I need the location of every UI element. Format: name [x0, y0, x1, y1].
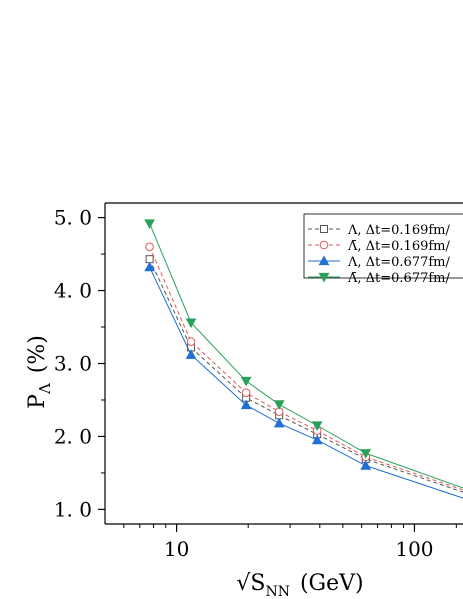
y-axis-title-main: P	[25, 394, 50, 409]
x-tick-label: 10	[164, 537, 189, 561]
series-layer	[144, 219, 463, 499]
legend: Λ, Δt=0.169fm/Λ̄, Δt=0.169fm/Λ, Δt=0.677…	[303, 213, 463, 286]
svg-text:PΛ(%): PΛ (%)	[25, 335, 54, 409]
series-2-point	[186, 337, 196, 346]
legend-marker-2	[319, 240, 329, 250]
legend-marker-4	[318, 272, 330, 283]
y-tick-label: 5. 0	[54, 206, 92, 230]
series-3-point	[185, 349, 197, 359]
ticks-layer: 1. 0 2. 0 3. 0 4. 0 5. 0 10 100	[54, 206, 457, 561]
series-4-point	[311, 421, 323, 432]
legend-marker-1	[320, 225, 328, 233]
x-axis-title-sub: NN	[265, 584, 290, 599]
series-3-point	[273, 417, 285, 428]
y-tick-label: 2. 0	[54, 424, 92, 448]
legend-label-4: Λ̄, Δt=0.677fm/	[347, 271, 451, 286]
x-tick-label: 100	[395, 537, 433, 561]
series-4-point	[360, 449, 372, 459]
legend-label-1: Λ, Δt=0.169fm/	[347, 223, 451, 238]
series-3-line	[149, 266, 463, 499]
series-3-point	[360, 460, 372, 470]
series-2-point	[145, 242, 154, 252]
series-1-line	[149, 258, 463, 493]
x-axis-title-unit: (GeV)	[300, 571, 364, 596]
series-4-point	[240, 376, 252, 387]
legend-label-2: Λ̄, Δt=0.169fm/	[347, 239, 451, 254]
series-4-point	[273, 400, 285, 410]
y-tick-label: 3. 0	[54, 352, 92, 376]
series-3-point	[311, 434, 323, 445]
series-4-point	[144, 219, 155, 229]
series-2-point	[241, 388, 251, 397]
series-4-point	[185, 318, 197, 329]
y-axis-title: PΛ (%)	[25, 335, 54, 409]
legend-marker-3	[318, 255, 330, 266]
y-axis-title-unit: (%)	[25, 335, 50, 373]
y-axis-title-sub: Λ	[36, 383, 54, 395]
x-axis-title-main: √S	[236, 571, 265, 596]
legend-box	[303, 213, 463, 279]
legend-items: Λ, Δt=0.169fm/Λ̄, Δt=0.169fm/Λ, Δt=0.677…	[308, 223, 451, 286]
series-1-point	[145, 255, 154, 264]
y-tick-label: 1. 0	[54, 497, 92, 521]
y-tick-label: 4. 0	[54, 279, 92, 303]
legend-label-3: Λ, Δt=0.677fm/	[347, 255, 451, 270]
series-3-point	[144, 261, 155, 272]
series-3-point	[240, 399, 252, 410]
x-axis-title: √SNN (GeV)	[236, 571, 363, 599]
